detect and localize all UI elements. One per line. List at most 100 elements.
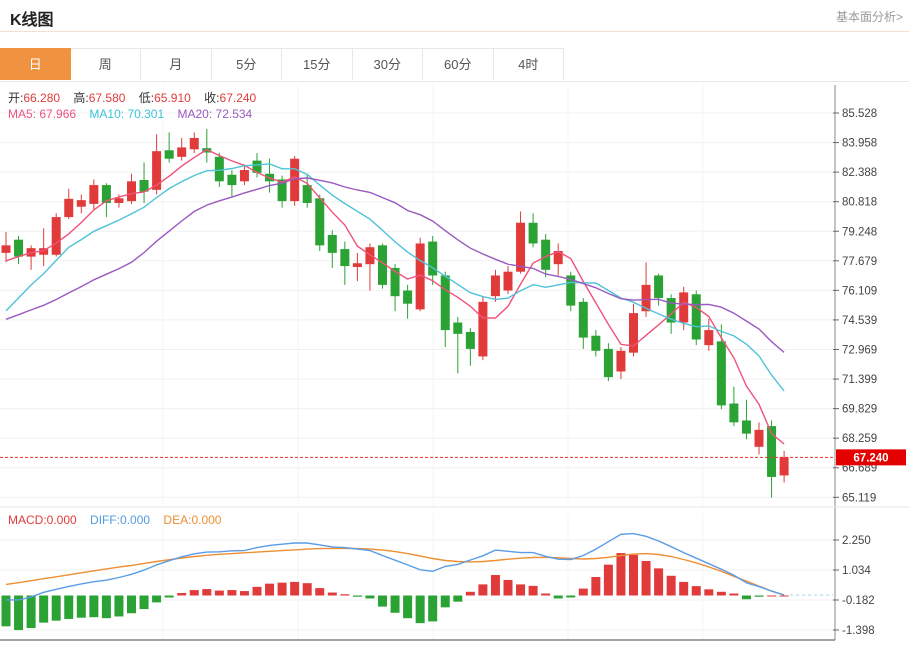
y-axis-label: 77.679	[842, 256, 877, 268]
y-axis-label: 76.109	[842, 285, 877, 297]
candle	[76, 194, 86, 214]
candle	[478, 296, 488, 361]
diff-line	[6, 532, 785, 601]
candle	[629, 303, 638, 357]
y-axis: 85.528 83.958 82.388 80.818 79.248 77.679 76.1…	[0, 85, 909, 641]
candle	[127, 173, 136, 204]
macd-legend: MACD:0.000 DIFF:0.000 DEA:0.000	[8, 513, 231, 527]
candle	[64, 188, 74, 219]
tab-5分[interactable]: 5分	[211, 48, 282, 80]
high-label: 高:	[73, 91, 89, 105]
candle	[754, 422, 764, 455]
candle	[591, 330, 601, 357]
candle	[352, 252, 362, 282]
dea-label: DEA:	[163, 513, 192, 527]
ma20-value: 72.534	[215, 107, 253, 121]
y-axis-label: 68.259	[842, 433, 877, 445]
candle	[189, 132, 199, 154]
close-value: 67.240	[219, 91, 257, 105]
candle	[1, 232, 11, 263]
ohlc-legend: 开:66.280 高:67.580 低:65.910 收:67.240	[8, 89, 266, 106]
candle	[202, 128, 212, 163]
dea-line	[5, 547, 785, 596]
candle	[39, 228, 49, 267]
macd-histogram	[1, 553, 789, 631]
candle	[691, 290, 701, 346]
ma5-label: MA5:	[8, 107, 37, 121]
ma10-value: 70.301	[127, 107, 165, 121]
candle	[541, 234, 551, 278]
y-axis-label: 83.958	[842, 138, 877, 150]
candle	[340, 241, 350, 285]
candle	[704, 318, 714, 351]
tab-15分[interactable]: 15分	[282, 48, 353, 80]
tab-4时[interactable]: 4时	[493, 48, 564, 80]
candle	[139, 162, 149, 203]
ma20-label: MA20:	[177, 107, 213, 121]
ma5-value: 67.966	[39, 107, 77, 121]
y-axis-label: 1.034	[842, 565, 871, 577]
grid-lines	[0, 85, 835, 640]
candle	[239, 164, 249, 186]
ma20-line	[5, 177, 785, 353]
ma5-line	[5, 148, 785, 445]
y-axis-label: 2.250	[842, 535, 871, 547]
y-axis-label: 74.539	[842, 315, 877, 327]
candle	[315, 194, 325, 251]
candle	[89, 179, 99, 210]
candle	[490, 269, 500, 302]
ma10-label: MA10:	[89, 107, 125, 121]
candle	[603, 343, 613, 381]
candle	[729, 386, 739, 427]
y-axis-label: 65.119	[842, 492, 876, 504]
candle	[14, 235, 24, 265]
candle	[528, 213, 538, 248]
current-price-badge: 67.240	[836, 449, 906, 466]
candle	[616, 347, 626, 380]
macd-value: 0.000	[46, 513, 77, 527]
candle	[741, 399, 751, 440]
candle	[578, 298, 588, 349]
ma-legend: MA5: 67.966 MA10: 70.301 MA20: 72.534	[8, 107, 262, 121]
candle	[302, 173, 312, 208]
tab-日[interactable]: 日	[0, 48, 71, 80]
candle	[365, 243, 375, 291]
y-axis-label: 79.248	[842, 226, 877, 238]
fundamental-analysis-link[interactable]: 基本面分析>	[835, 10, 903, 24]
ma10-line	[5, 163, 785, 392]
high-value: 67.580	[88, 91, 126, 105]
candle	[440, 271, 450, 348]
candle	[654, 273, 664, 306]
candle	[277, 175, 287, 208]
candle	[453, 316, 463, 374]
candle	[327, 230, 337, 268]
page-title: K线图	[10, 12, 54, 29]
tab-60分[interactable]: 60分	[423, 48, 494, 80]
close-label: 收:	[204, 91, 220, 105]
current-price-badge-value: 67.240	[853, 452, 888, 464]
diff-label: DIFF:	[90, 513, 121, 527]
y-axis-label: 71.399	[842, 374, 877, 386]
y-axis-label: -0.182	[842, 595, 875, 607]
candle	[378, 243, 387, 289]
candle	[503, 266, 513, 295]
tab-30分[interactable]: 30分	[352, 48, 423, 80]
candle	[177, 138, 187, 161]
candle	[779, 450, 789, 483]
candle	[290, 155, 300, 206]
low-label: 低:	[138, 91, 155, 105]
tab-月[interactable]: 月	[141, 48, 212, 80]
y-axis-label: 66.689	[842, 463, 877, 475]
tab-bar: 日周月 5分 15分 30分 60分 4时	[0, 48, 909, 82]
dea-value: 0.000	[191, 513, 222, 527]
tab-周[interactable]: 周	[70, 48, 141, 80]
header: K线图 基本面分析>	[0, 0, 909, 32]
candle	[516, 211, 526, 274]
candle	[51, 213, 61, 257]
y-axis-label: 72.969	[842, 344, 877, 356]
open-value: 66.280	[23, 91, 61, 105]
candle	[227, 170, 237, 197]
y-axis-label: 69.829	[842, 404, 877, 416]
y-axis-label: 82.388	[842, 167, 877, 179]
